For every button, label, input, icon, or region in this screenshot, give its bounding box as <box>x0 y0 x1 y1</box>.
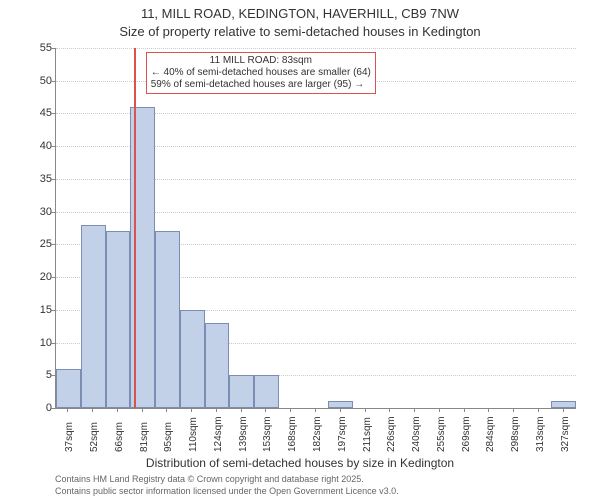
y-tick-mark <box>51 343 55 344</box>
histogram-bar <box>205 323 230 408</box>
x-tick-label: 66sqm <box>114 422 125 452</box>
x-tick-label: 95sqm <box>163 422 174 452</box>
y-tick-label: 30 <box>12 206 52 218</box>
x-tick-label: 124sqm <box>213 416 224 452</box>
x-tick-mark <box>464 408 465 412</box>
x-tick-label: 168sqm <box>287 416 298 452</box>
x-tick-label: 240sqm <box>411 416 422 452</box>
x-tick-mark <box>365 408 366 412</box>
x-tick-mark <box>414 408 415 412</box>
plot-area: 11 MILL ROAD: 83sqm← 40% of semi-detache… <box>55 48 576 409</box>
y-tick-mark <box>51 212 55 213</box>
histogram-bar <box>328 401 353 408</box>
x-tick-mark <box>563 408 564 412</box>
x-tick-label: 139sqm <box>238 416 249 452</box>
x-tick-label: 81sqm <box>139 422 150 452</box>
x-tick-mark <box>513 408 514 412</box>
y-tick-label: 55 <box>12 42 52 54</box>
highlight-line <box>134 48 136 408</box>
y-tick-label: 10 <box>12 337 52 349</box>
x-tick-mark <box>389 408 390 412</box>
chart-title-line1: 11, MILL ROAD, KEDINGTON, HAVERHILL, CB9… <box>0 6 600 21</box>
y-tick-mark <box>51 146 55 147</box>
histogram-bar <box>254 375 279 408</box>
x-tick-mark <box>142 408 143 412</box>
x-tick-mark <box>117 408 118 412</box>
x-tick-mark <box>191 408 192 412</box>
x-tick-mark <box>488 408 489 412</box>
x-tick-mark <box>340 408 341 412</box>
x-tick-label: 226sqm <box>386 416 397 452</box>
x-tick-mark <box>241 408 242 412</box>
x-tick-label: 284sqm <box>485 416 496 452</box>
y-tick-mark <box>51 375 55 376</box>
y-tick-mark <box>51 277 55 278</box>
x-tick-label: 313sqm <box>535 416 546 452</box>
y-tick-mark <box>51 179 55 180</box>
x-tick-mark <box>265 408 266 412</box>
x-tick-label: 269sqm <box>461 416 472 452</box>
x-tick-label: 197sqm <box>337 416 348 452</box>
chart-title-line2: Size of property relative to semi-detach… <box>0 24 600 39</box>
x-tick-label: 110sqm <box>188 417 199 452</box>
histogram-bar <box>155 231 180 408</box>
histogram-bar <box>551 401 576 408</box>
x-tick-label: 52sqm <box>89 422 100 452</box>
y-tick-label: 0 <box>12 402 52 414</box>
x-tick-label: 211sqm <box>362 417 373 452</box>
x-tick-label: 153sqm <box>262 416 273 452</box>
y-tick-mark <box>51 408 55 409</box>
footer-line1: Contains HM Land Registry data © Crown c… <box>55 474 364 484</box>
x-tick-label: 182sqm <box>312 416 323 452</box>
y-tick-mark <box>51 244 55 245</box>
y-tick-mark <box>51 113 55 114</box>
y-tick-mark <box>51 310 55 311</box>
y-tick-mark <box>51 48 55 49</box>
x-tick-mark <box>439 408 440 412</box>
y-tick-mark <box>51 81 55 82</box>
histogram-bar <box>229 375 254 408</box>
x-tick-mark <box>67 408 68 412</box>
chart-container: 11, MILL ROAD, KEDINGTON, HAVERHILL, CB9… <box>0 0 600 500</box>
histogram-bar <box>180 310 205 408</box>
annotation-line2: ← 40% of semi-detached houses are smalle… <box>151 67 371 79</box>
x-tick-mark <box>290 408 291 412</box>
x-tick-label: 255sqm <box>436 416 447 452</box>
y-tick-label: 15 <box>12 304 52 316</box>
x-tick-mark <box>166 408 167 412</box>
x-tick-label: 37sqm <box>64 422 75 452</box>
x-axis-label: Distribution of semi-detached houses by … <box>0 456 600 470</box>
y-tick-label: 35 <box>12 173 52 185</box>
y-tick-label: 40 <box>12 140 52 152</box>
x-tick-label: 327sqm <box>560 416 571 452</box>
y-tick-label: 45 <box>12 107 52 119</box>
x-tick-mark <box>538 408 539 412</box>
x-tick-mark <box>216 408 217 412</box>
y-tick-label: 50 <box>12 75 52 87</box>
annotation-box: 11 MILL ROAD: 83sqm← 40% of semi-detache… <box>146 52 376 94</box>
x-tick-mark <box>92 408 93 412</box>
x-tick-label: 298sqm <box>510 416 521 452</box>
y-tick-label: 20 <box>12 271 52 283</box>
annotation-line1: 11 MILL ROAD: 83sqm <box>151 55 371 67</box>
histogram-bar <box>81 225 106 408</box>
y-tick-label: 5 <box>12 369 52 381</box>
footer-line2: Contains public sector information licen… <box>55 486 399 496</box>
histogram-bar <box>56 369 81 408</box>
x-tick-mark <box>315 408 316 412</box>
annotation-line3: 59% of semi-detached houses are larger (… <box>151 79 371 91</box>
y-tick-label: 25 <box>12 238 52 250</box>
histogram-bar <box>106 231 131 408</box>
